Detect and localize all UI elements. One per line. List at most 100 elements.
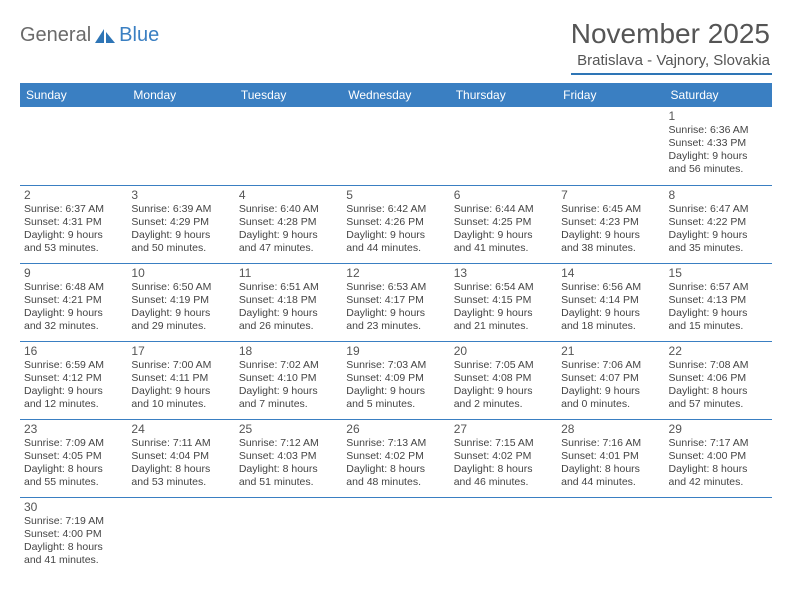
day-number: 11 — [239, 266, 338, 280]
sunrise-line: Sunrise: 7:05 AM — [454, 359, 553, 372]
daylight-line-2: and 26 minutes. — [239, 320, 338, 333]
day-cell: 11Sunrise: 6:51 AMSunset: 4:18 PMDayligh… — [235, 263, 342, 341]
sunrise-line: Sunrise: 7:13 AM — [346, 437, 445, 450]
daylight-line-1: Daylight: 9 hours — [131, 385, 230, 398]
day-header-row: Sunday Monday Tuesday Wednesday Thursday… — [20, 83, 772, 107]
day-number: 18 — [239, 344, 338, 358]
sunrise-line: Sunrise: 6:44 AM — [454, 203, 553, 216]
day-number: 7 — [561, 188, 660, 202]
week-row: 2Sunrise: 6:37 AMSunset: 4:31 PMDaylight… — [20, 185, 772, 263]
sunset-line: Sunset: 4:12 PM — [24, 372, 123, 385]
title-block: November 2025 Bratislava - Vajnory, Slov… — [571, 18, 772, 75]
day-header: Saturday — [665, 83, 772, 107]
sunrise-line: Sunrise: 7:11 AM — [131, 437, 230, 450]
daylight-line-2: and 47 minutes. — [239, 242, 338, 255]
daylight-line-1: Daylight: 9 hours — [561, 229, 660, 242]
daylight-line-1: Daylight: 8 hours — [669, 385, 768, 398]
sunset-line: Sunset: 4:28 PM — [239, 216, 338, 229]
daylight-line-2: and 56 minutes. — [669, 163, 768, 176]
sunrise-line: Sunrise: 7:15 AM — [454, 437, 553, 450]
brand-text-2: Blue — [119, 24, 159, 47]
day-cell: 20Sunrise: 7:05 AMSunset: 4:08 PMDayligh… — [450, 341, 557, 419]
daylight-line-2: and 41 minutes. — [24, 554, 123, 567]
day-cell: 4Sunrise: 6:40 AMSunset: 4:28 PMDaylight… — [235, 185, 342, 263]
day-cell: 5Sunrise: 6:42 AMSunset: 4:26 PMDaylight… — [342, 185, 449, 263]
daylight-line-2: and 48 minutes. — [346, 476, 445, 489]
daylight-line-1: Daylight: 8 hours — [24, 463, 123, 476]
sunrise-line: Sunrise: 6:56 AM — [561, 281, 660, 294]
calendar-body: 1Sunrise: 6:36 AMSunset: 4:33 PMDaylight… — [20, 107, 772, 575]
daylight-line-2: and 18 minutes. — [561, 320, 660, 333]
sunset-line: Sunset: 4:17 PM — [346, 294, 445, 307]
daylight-line-1: Daylight: 8 hours — [239, 463, 338, 476]
brand-text-1: General — [20, 24, 91, 47]
day-header: Tuesday — [235, 83, 342, 107]
empty-cell — [127, 497, 234, 575]
daylight-line-2: and 29 minutes. — [131, 320, 230, 333]
sunrise-line: Sunrise: 6:47 AM — [669, 203, 768, 216]
day-number: 13 — [454, 266, 553, 280]
sunset-line: Sunset: 4:18 PM — [239, 294, 338, 307]
daylight-line-1: Daylight: 9 hours — [346, 229, 445, 242]
sunset-line: Sunset: 4:13 PM — [669, 294, 768, 307]
daylight-line-1: Daylight: 9 hours — [669, 229, 768, 242]
daylight-line-2: and 23 minutes. — [346, 320, 445, 333]
day-number: 30 — [24, 500, 123, 514]
empty-cell — [342, 107, 449, 185]
calendar-page: General Blue November 2025 Bratislava - … — [0, 0, 792, 593]
daylight-line-1: Daylight: 9 hours — [131, 229, 230, 242]
daylight-line-2: and 50 minutes. — [131, 242, 230, 255]
day-cell: 14Sunrise: 6:56 AMSunset: 4:14 PMDayligh… — [557, 263, 664, 341]
sunrise-line: Sunrise: 7:09 AM — [24, 437, 123, 450]
day-cell: 1Sunrise: 6:36 AMSunset: 4:33 PMDaylight… — [665, 107, 772, 185]
day-number: 27 — [454, 422, 553, 436]
sunset-line: Sunset: 4:25 PM — [454, 216, 553, 229]
day-number: 9 — [24, 266, 123, 280]
sunrise-line: Sunrise: 6:40 AM — [239, 203, 338, 216]
daylight-line-1: Daylight: 9 hours — [454, 229, 553, 242]
daylight-line-2: and 2 minutes. — [454, 398, 553, 411]
daylight-line-1: Daylight: 8 hours — [131, 463, 230, 476]
empty-cell — [557, 107, 664, 185]
empty-cell — [235, 107, 342, 185]
day-header: Friday — [557, 83, 664, 107]
day-number: 25 — [239, 422, 338, 436]
daylight-line-1: Daylight: 9 hours — [669, 307, 768, 320]
sunset-line: Sunset: 4:14 PM — [561, 294, 660, 307]
day-number: 17 — [131, 344, 230, 358]
daylight-line-2: and 0 minutes. — [561, 398, 660, 411]
sunrise-line: Sunrise: 7:00 AM — [131, 359, 230, 372]
day-number: 10 — [131, 266, 230, 280]
sunset-line: Sunset: 4:02 PM — [346, 450, 445, 463]
daylight-line-2: and 51 minutes. — [239, 476, 338, 489]
day-header: Thursday — [450, 83, 557, 107]
sunset-line: Sunset: 4:29 PM — [131, 216, 230, 229]
day-number: 8 — [669, 188, 768, 202]
sunset-line: Sunset: 4:06 PM — [669, 372, 768, 385]
day-cell: 21Sunrise: 7:06 AMSunset: 4:07 PMDayligh… — [557, 341, 664, 419]
day-number: 29 — [669, 422, 768, 436]
daylight-line-1: Daylight: 9 hours — [24, 229, 123, 242]
day-number: 20 — [454, 344, 553, 358]
day-header: Monday — [127, 83, 234, 107]
day-number: 1 — [669, 109, 768, 123]
day-cell: 13Sunrise: 6:54 AMSunset: 4:15 PMDayligh… — [450, 263, 557, 341]
day-number: 23 — [24, 422, 123, 436]
month-title: November 2025 — [571, 18, 772, 50]
day-cell: 23Sunrise: 7:09 AMSunset: 4:05 PMDayligh… — [20, 419, 127, 497]
sunrise-line: Sunrise: 7:08 AM — [669, 359, 768, 372]
day-cell: 18Sunrise: 7:02 AMSunset: 4:10 PMDayligh… — [235, 341, 342, 419]
daylight-line-1: Daylight: 9 hours — [346, 385, 445, 398]
sunset-line: Sunset: 4:23 PM — [561, 216, 660, 229]
empty-cell — [557, 497, 664, 575]
sunset-line: Sunset: 4:00 PM — [24, 528, 123, 541]
daylight-line-2: and 53 minutes. — [24, 242, 123, 255]
daylight-line-1: Daylight: 8 hours — [454, 463, 553, 476]
sunset-line: Sunset: 4:09 PM — [346, 372, 445, 385]
week-row: 9Sunrise: 6:48 AMSunset: 4:21 PMDaylight… — [20, 263, 772, 341]
sunrise-line: Sunrise: 6:51 AM — [239, 281, 338, 294]
day-cell: 10Sunrise: 6:50 AMSunset: 4:19 PMDayligh… — [127, 263, 234, 341]
sunrise-line: Sunrise: 7:03 AM — [346, 359, 445, 372]
day-cell: 7Sunrise: 6:45 AMSunset: 4:23 PMDaylight… — [557, 185, 664, 263]
sunset-line: Sunset: 4:03 PM — [239, 450, 338, 463]
